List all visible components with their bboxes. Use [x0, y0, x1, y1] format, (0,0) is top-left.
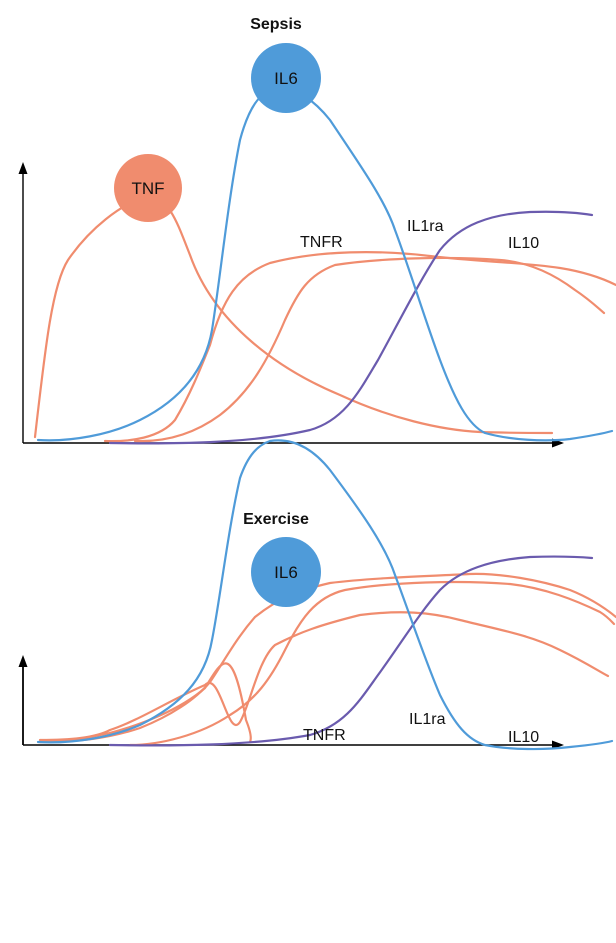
exercise-y-axis-arrow [18, 655, 28, 667]
sepsis-tnfr-label: TNFR [300, 234, 343, 251]
exercise-title: Exercise [243, 511, 309, 528]
exercise-panel: Exercise IL6 TNFR TNFR IL1ra IL10 [18, 439, 616, 751]
exercise-tnfr-curve [38, 611, 610, 742]
sepsis-y-axis-arrow [18, 162, 28, 174]
exercise-il10-curve [108, 555, 594, 747]
exercise-tnfr-curve-2 [38, 572, 616, 744]
exercise-x-axis-arrow [552, 740, 564, 750]
sepsis-tnfr-curve-2 [133, 256, 606, 443]
sepsis-tnf-node [114, 154, 182, 222]
exercise-il1ra-label: IL1ra [409, 711, 446, 728]
sepsis-il6-node [251, 43, 321, 113]
exercise-il6-node [251, 537, 321, 607]
exercise-il6-label: IL6 [274, 563, 298, 582]
sepsis-title: Sepsis [250, 16, 302, 33]
sepsis-il10-curve [108, 210, 594, 445]
sepsis-il10-label: IL10 [508, 235, 539, 252]
sepsis-il6-label: IL6 [274, 69, 298, 88]
exercise-il6-curve [36, 439, 614, 751]
sepsis-panel: Sepsis TNF IL6 TNFR IL1ra IL10 [18, 16, 616, 448]
exercise-il10-label: IL10 [508, 729, 539, 746]
sepsis-tnf-label: TNF [131, 179, 164, 198]
sepsis-tnf-curve [33, 193, 554, 439]
exercise-il1ra-curve [128, 580, 616, 747]
sepsis-il1ra-label: IL1ra [407, 218, 444, 235]
exercise-tnfr-label-visible: TNFR [303, 727, 346, 744]
exercise-tnfr-curve-main [38, 662, 252, 744]
sepsis-il6-curve [36, 87, 614, 442]
sepsis-tnfr-curve [103, 251, 616, 443]
